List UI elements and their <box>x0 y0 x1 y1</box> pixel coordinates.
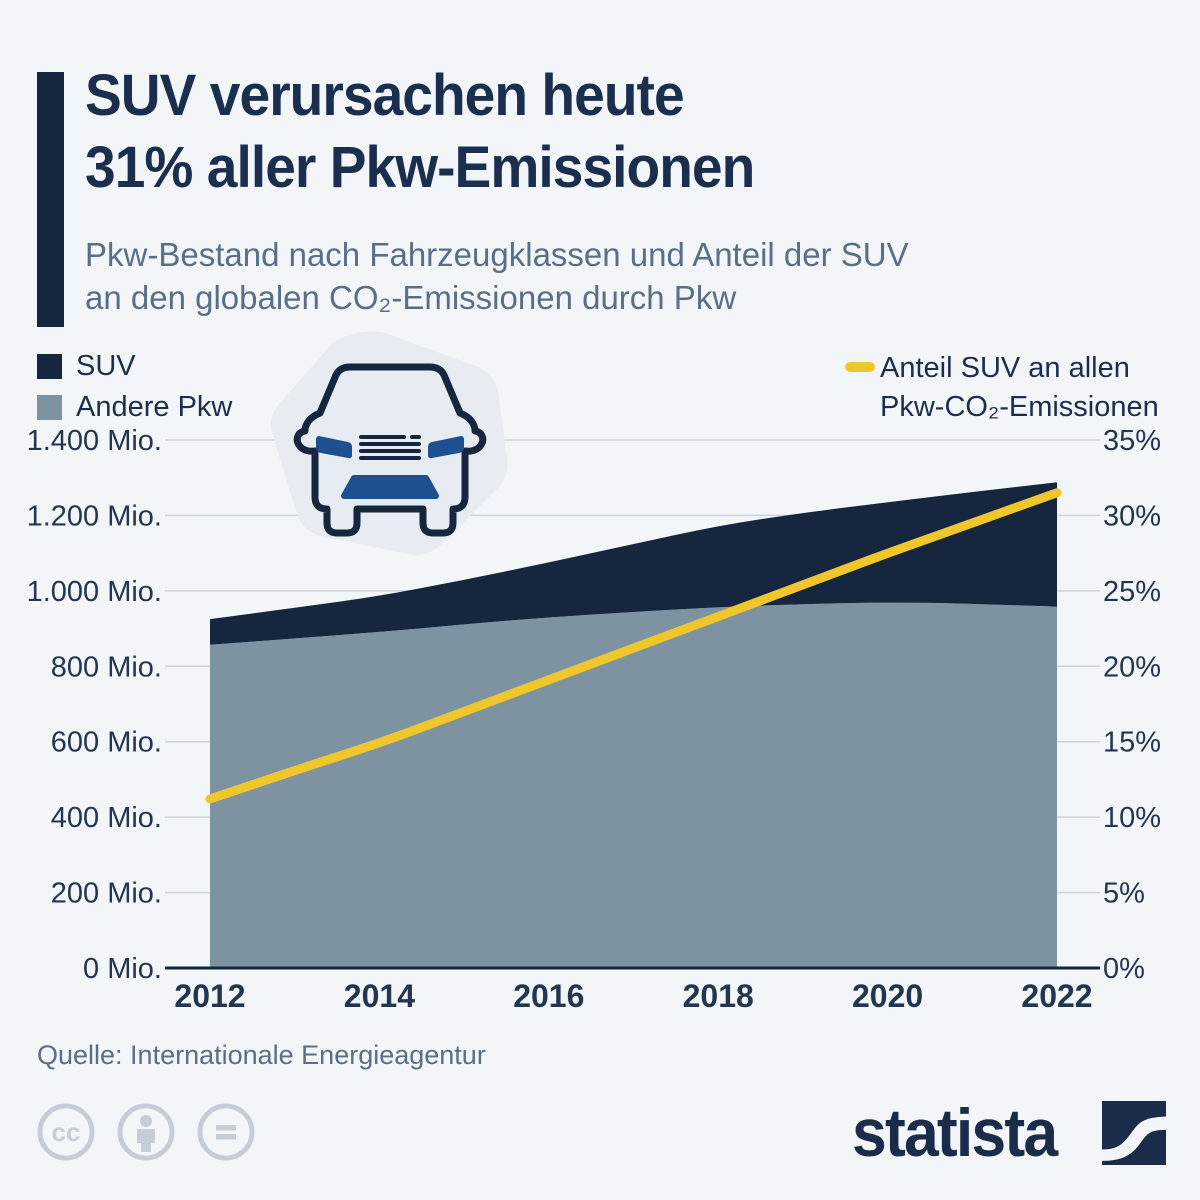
share-line <box>205 488 1062 804</box>
legend-label-share-line-2: Pkw-CO₂-Emissionen <box>880 391 1159 423</box>
y-axis-left-label: 1.000 Mio. <box>27 576 162 608</box>
legend-areas: SUV Andere Pkw <box>37 349 233 433</box>
y-axis-left-label: 0 Mio. <box>83 953 162 985</box>
y-axis-left-label: 800 Mio. <box>51 651 162 683</box>
legend-swatch-suv <box>37 353 62 379</box>
title-accent-bar <box>37 72 64 327</box>
title-line-1: SUV verursachen heute <box>85 63 685 128</box>
x-axis-label: 2022 <box>1021 978 1092 1014</box>
legend-dash-share <box>845 362 875 372</box>
legend-swatch-andere <box>37 394 62 420</box>
legend-item-andere: Andere Pkw <box>37 390 233 423</box>
cc-icon: cc <box>37 1103 95 1161</box>
legend-label-andere: Andere Pkw <box>76 390 233 423</box>
cc-by-icon <box>117 1103 175 1161</box>
area-suv <box>210 482 1057 645</box>
car-headlight-right <box>428 436 464 459</box>
legend-item-suv: SUV <box>37 349 232 382</box>
y-axis-left-label: 1.400 Mio. <box>27 425 162 457</box>
y-axis-right-label: 20% <box>1103 651 1161 683</box>
page-title: SUV verursachen heute 31% aller Pkw-Emis… <box>85 60 755 204</box>
y-axis-right-label: 0% <box>1103 953 1145 985</box>
cc-nd-icon <box>197 1103 255 1161</box>
statista-logo-icon <box>1102 1101 1166 1165</box>
legend-label-suv: SUV <box>76 349 136 382</box>
suv-car-icon <box>271 331 508 555</box>
page-subtitle: Pkw-Bestand nach Fahrzeugklassen und Ant… <box>85 233 909 319</box>
y-axis-right-label: 5% <box>1103 878 1145 910</box>
source-text: Quelle: Internationale Energieagentur <box>37 1040 486 1070</box>
y-axis-right-label: 10% <box>1103 802 1161 834</box>
car-roof-outline <box>316 363 464 417</box>
subtitle-line-2: an den globalen CO₂-Emissionen durch Pkw <box>85 279 737 316</box>
area-andere-pkw <box>210 602 1057 968</box>
car-intake <box>341 475 439 499</box>
x-axis-label: 2012 <box>174 978 245 1014</box>
statista-wordmark: statista <box>852 1095 1058 1171</box>
legend-item-share: Anteil SUV an allen Pkw-CO₂-Emissionen <box>880 349 1159 427</box>
license-icons: cc <box>34 1100 258 1164</box>
y-axis-left-label: 200 Mio. <box>51 878 162 910</box>
y-axis-left-label: 1.200 Mio. <box>27 500 162 532</box>
car-body-outline <box>293 409 487 537</box>
x-axis-label: 2020 <box>852 978 923 1014</box>
y-axis-right-label: 35% <box>1103 425 1161 457</box>
y-axis-right-label: 25% <box>1103 576 1161 608</box>
x-axis-label: 2016 <box>513 978 584 1014</box>
y-axis-right-label: 15% <box>1103 727 1161 759</box>
x-axis-label: 2014 <box>344 978 415 1014</box>
x-axis-label: 2018 <box>683 978 754 1014</box>
legend-label-share-line-1: Anteil SUV an allen <box>880 352 1130 384</box>
y-axis-left-label: 400 Mio. <box>51 802 162 834</box>
y-axis-right-label: 30% <box>1103 500 1161 532</box>
subtitle-line-1: Pkw-Bestand nach Fahrzeugklassen und Ant… <box>85 236 909 273</box>
car-headlight-left <box>316 436 352 459</box>
car-grille-lines <box>359 435 421 460</box>
y-axis-left-label: 600 Mio. <box>51 727 162 759</box>
svg-text:cc: cc <box>52 1117 81 1147</box>
title-line-2: 31% aller Pkw-Emissionen <box>85 135 755 200</box>
